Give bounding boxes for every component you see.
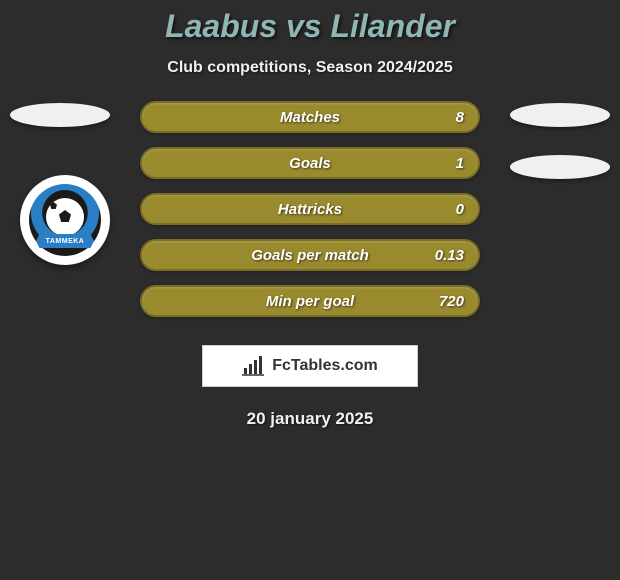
stat-value: 1 — [456, 155, 464, 172]
stats-bars: Matches 8 Goals 1 Hattricks 0 Goals per … — [140, 101, 480, 317]
branding-text: FcTables.com — [272, 357, 378, 375]
stat-value: 720 — [439, 293, 464, 310]
date-text: 20 january 2025 — [0, 409, 620, 429]
club-logo: TAMMEKA — [20, 175, 110, 265]
player-photo-placeholder-left — [10, 103, 110, 127]
player-photo-placeholder-right-top — [510, 103, 610, 127]
stat-value: 0 — [456, 201, 464, 218]
stat-row-goals-per-match: Goals per match 0.13 — [140, 239, 480, 271]
stat-row-hattricks: Hattricks 0 — [140, 193, 480, 225]
branding-badge: FcTables.com — [202, 345, 418, 387]
page-title: Laabus vs Lilander — [0, 0, 620, 45]
stat-value: 0.13 — [435, 247, 464, 264]
stat-value: 8 — [456, 109, 464, 126]
club-name-banner: TAMMEKA — [36, 234, 94, 248]
stat-label: Matches — [280, 109, 340, 126]
main-content: TAMMEKA Matches 8 Goals 1 Hattricks 0 Go… — [0, 101, 620, 429]
subtitle: Club competitions, Season 2024/2025 — [0, 59, 620, 77]
stat-row-goals: Goals 1 — [140, 147, 480, 179]
bar-chart-icon — [242, 356, 268, 376]
stat-label: Goals per match — [251, 247, 369, 264]
stat-row-min-per-goal: Min per goal 720 — [140, 285, 480, 317]
soccer-ball-icon — [46, 198, 84, 236]
stat-label: Hattricks — [278, 201, 342, 218]
stat-label: Goals — [289, 155, 331, 172]
player-photo-placeholder-right-bottom — [510, 155, 610, 179]
stat-row-matches: Matches 8 — [140, 101, 480, 133]
stat-label: Min per goal — [266, 293, 354, 310]
